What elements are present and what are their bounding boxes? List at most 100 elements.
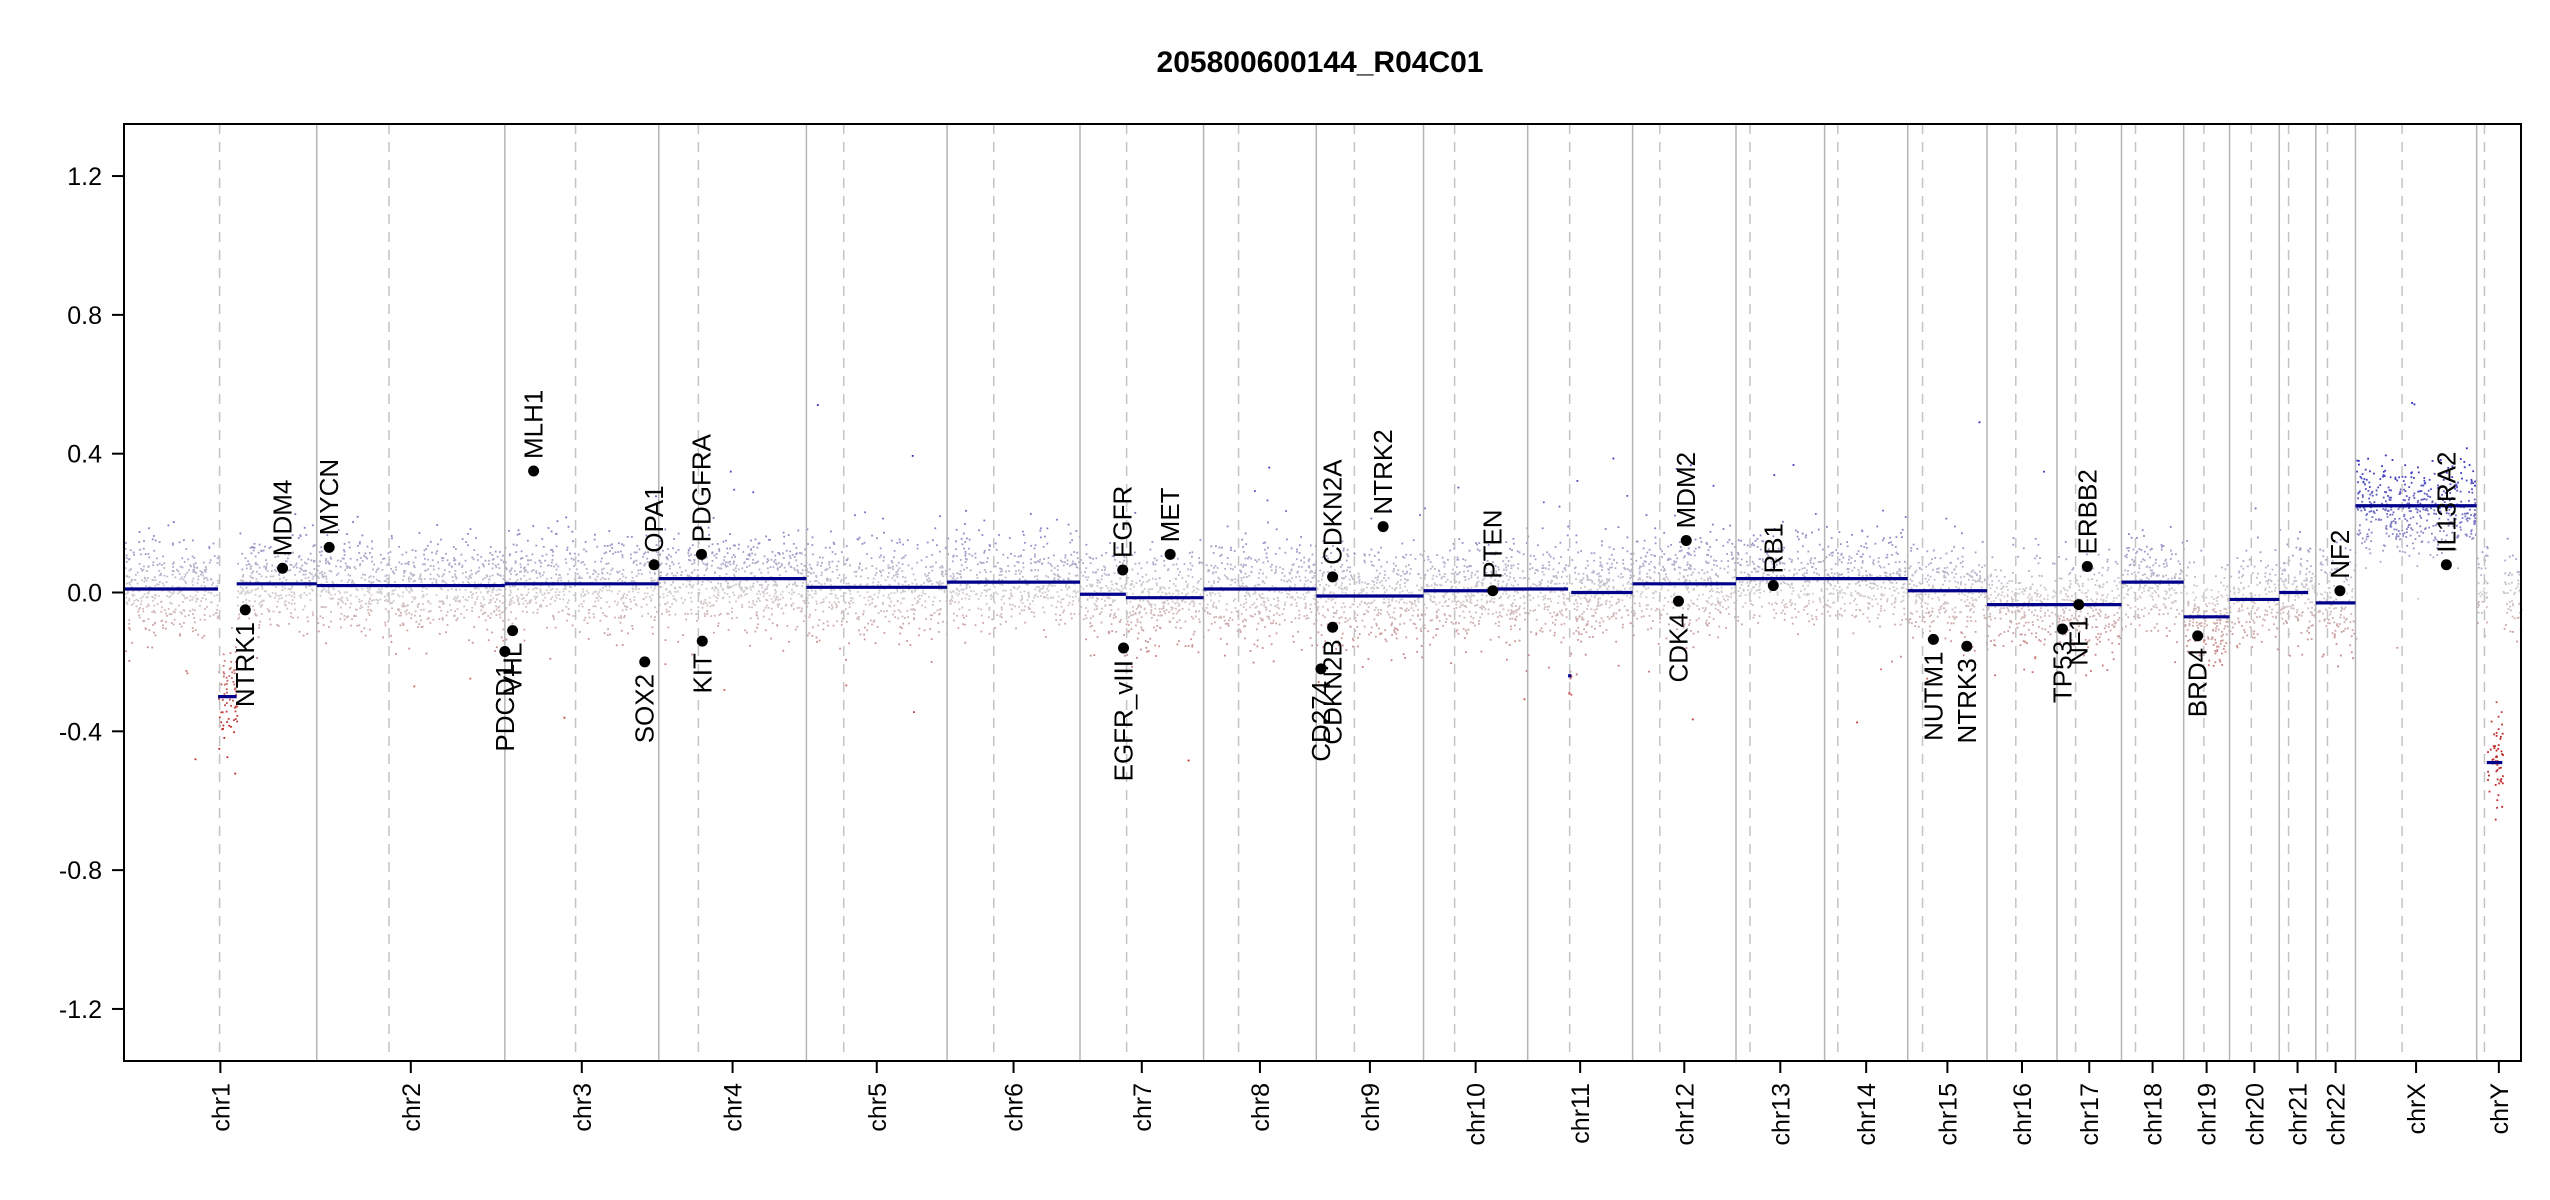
probe-dot bbox=[373, 563, 376, 566]
probe-dot bbox=[403, 572, 406, 574]
probe-dot bbox=[331, 581, 334, 583]
probe-dot bbox=[142, 568, 145, 571]
probe-dot bbox=[2406, 544, 2409, 547]
probe-dot bbox=[1630, 576, 1633, 579]
probe-dot bbox=[2349, 561, 2352, 563]
probe-dot bbox=[1260, 603, 1263, 606]
probe-dot bbox=[250, 576, 253, 579]
probe-dot bbox=[807, 602, 810, 604]
probe-dot bbox=[453, 557, 455, 560]
probe-dot bbox=[828, 561, 831, 563]
probe-dot bbox=[746, 631, 748, 634]
probe-dot bbox=[1524, 618, 1526, 621]
probe-dot bbox=[482, 564, 485, 567]
probe-dot bbox=[1099, 581, 1101, 584]
probe-dot bbox=[983, 549, 986, 552]
probe-dot bbox=[1940, 587, 1942, 590]
probe-dot bbox=[986, 589, 989, 591]
probe-dot bbox=[557, 577, 560, 580]
probe-dot bbox=[837, 560, 840, 563]
probe-dot bbox=[359, 563, 362, 565]
probe-dot bbox=[1111, 555, 1114, 557]
probe-dot bbox=[1363, 625, 1366, 628]
probe-dot bbox=[2039, 616, 2042, 619]
probe-dot bbox=[229, 652, 232, 654]
probe-dot bbox=[1525, 612, 1528, 614]
probe-dot bbox=[2010, 620, 2012, 622]
probe-dot bbox=[804, 599, 807, 602]
probe-dot bbox=[1565, 608, 1567, 611]
probe-dot bbox=[1002, 553, 1005, 556]
probe-dot bbox=[1584, 567, 1587, 570]
probe-dot bbox=[718, 567, 721, 570]
probe-dot bbox=[954, 579, 957, 582]
probe-dot bbox=[2439, 530, 2441, 532]
probe-dot bbox=[455, 577, 458, 580]
probe-dot bbox=[1270, 569, 1273, 572]
probe-dot bbox=[1174, 585, 1177, 587]
probe-dot bbox=[1010, 608, 1013, 611]
probe-dot bbox=[346, 591, 348, 594]
probe-dot bbox=[359, 541, 361, 544]
probe-dot bbox=[1131, 580, 1134, 583]
probe-dot bbox=[1608, 617, 1611, 620]
probe-dot bbox=[1626, 550, 1629, 553]
probe-dot bbox=[515, 551, 518, 553]
probe-dot bbox=[1068, 595, 1071, 598]
probe-dot bbox=[555, 545, 558, 548]
probe-dot bbox=[203, 614, 206, 616]
probe-dot bbox=[1711, 590, 1714, 592]
probe-dot bbox=[2068, 585, 2071, 588]
probe-dot bbox=[555, 573, 558, 576]
probe-dot bbox=[1988, 583, 1991, 586]
probe-dot bbox=[1815, 572, 1818, 575]
probe-dot bbox=[1727, 598, 1729, 601]
probe-dot bbox=[1580, 603, 1582, 605]
probe-dot bbox=[644, 562, 647, 565]
probe-dot bbox=[1417, 608, 1420, 611]
probe-dot bbox=[534, 561, 537, 564]
probe-dot bbox=[1022, 575, 1024, 578]
probe-dot bbox=[594, 600, 597, 603]
probe-dot bbox=[2127, 588, 2130, 590]
probe-dot bbox=[867, 577, 870, 579]
probe-dot bbox=[1754, 540, 1757, 542]
probe-dot bbox=[2456, 486, 2458, 489]
probe-dot bbox=[1350, 574, 1352, 577]
probe-dot bbox=[949, 599, 951, 602]
probe-dot bbox=[1538, 580, 1541, 583]
probe-dot bbox=[232, 699, 234, 702]
probe-dot bbox=[1017, 555, 1020, 558]
probe-dot bbox=[2336, 624, 2338, 627]
probe-dot bbox=[1338, 622, 1341, 624]
probe-dot bbox=[882, 603, 884, 605]
probe-dot bbox=[1728, 538, 1731, 541]
probe-dot bbox=[1017, 569, 1020, 572]
probe-dot bbox=[332, 582, 335, 585]
probe-dot bbox=[2034, 557, 2037, 560]
probe-dot bbox=[481, 563, 484, 565]
probe-dot bbox=[2212, 628, 2215, 631]
probe-dot bbox=[2333, 621, 2336, 624]
probe-dot bbox=[1340, 577, 1343, 579]
probe-dot bbox=[1594, 627, 1596, 630]
probe-dot bbox=[777, 605, 779, 608]
probe-dot bbox=[1758, 585, 1761, 588]
probe-dot bbox=[2095, 618, 2098, 621]
probe-dot bbox=[1843, 609, 1846, 612]
probe-dot bbox=[1416, 650, 1418, 653]
probe-dot bbox=[2187, 566, 2189, 569]
probe-dot bbox=[672, 581, 675, 583]
probe-dot bbox=[2273, 583, 2276, 586]
probe-dot bbox=[252, 546, 255, 549]
probe-dot bbox=[345, 616, 348, 619]
probe-dot bbox=[1983, 616, 1986, 619]
probe-dot bbox=[1611, 566, 1613, 569]
probe-dot bbox=[451, 576, 454, 578]
probe-dot bbox=[313, 568, 316, 570]
probe-dot bbox=[499, 574, 501, 576]
probe-dot bbox=[468, 582, 471, 585]
probe-dot bbox=[1037, 569, 1040, 572]
probe-dot bbox=[2294, 595, 2297, 598]
probe-dot bbox=[1311, 570, 1314, 573]
